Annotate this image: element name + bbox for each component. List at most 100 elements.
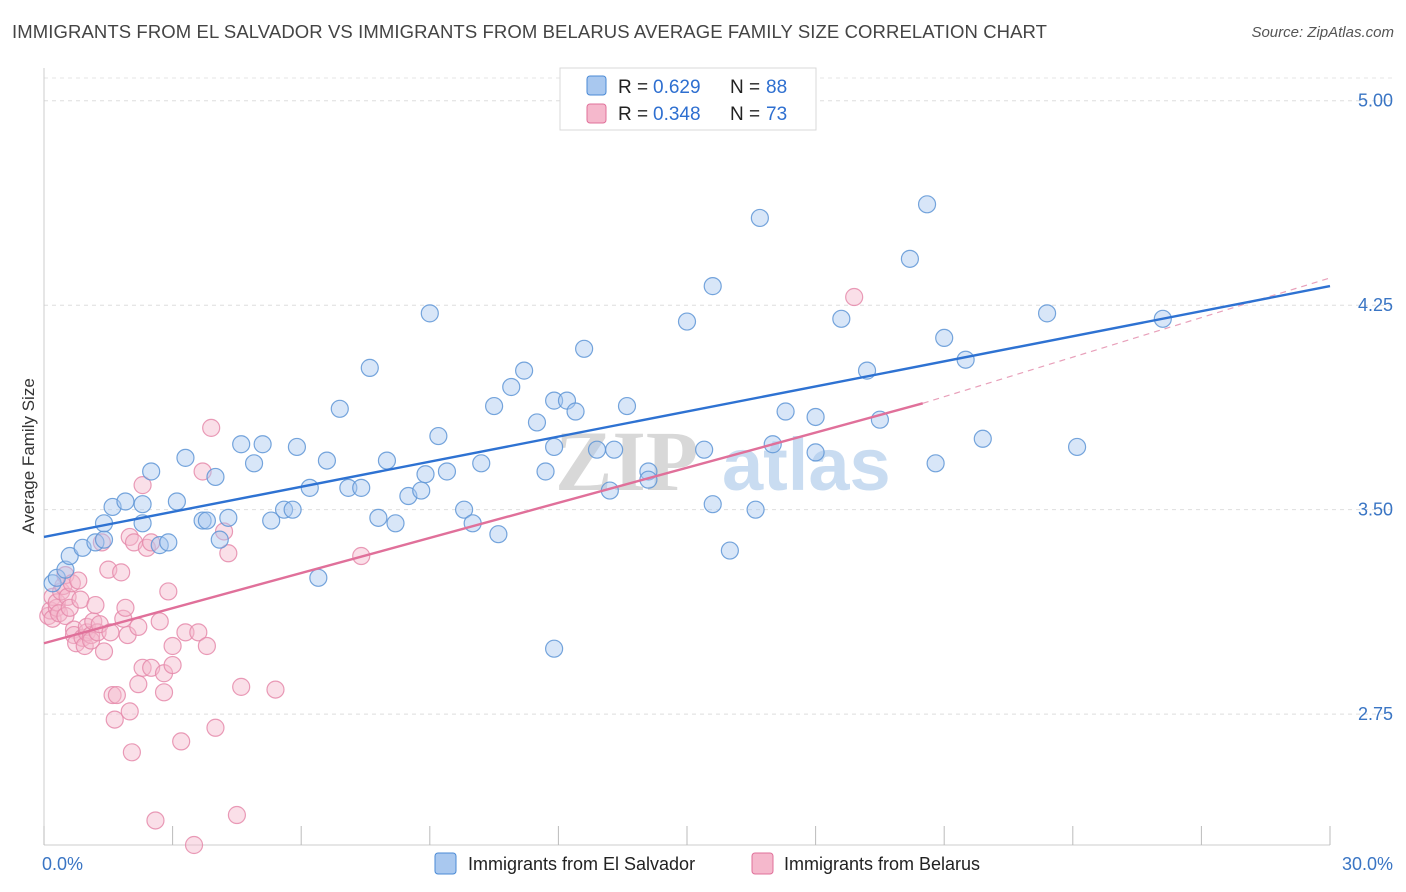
- belarus-point: [232, 677, 251, 696]
- belarus-point: [845, 287, 864, 307]
- belarus-point: [86, 595, 105, 615]
- el-salvador-point: [386, 514, 405, 533]
- y-tick-label: 3.50: [1358, 500, 1393, 520]
- el-salvador-point: [515, 361, 534, 380]
- belarus-point: [214, 522, 234, 541]
- el-salvador-point: [1067, 437, 1087, 457]
- bottom-legend-label-el-salvador: Immigrants from El Salvador: [468, 854, 695, 874]
- el-salvador-point: [219, 508, 238, 527]
- x-tick-label: 30.0%: [1342, 854, 1393, 874]
- y-tick-labels: 2.75 3.50 4.25 5.00: [1358, 91, 1393, 724]
- el-salvador-point: [197, 511, 216, 530]
- el-salvador-point: [956, 350, 975, 369]
- el-salvador-point: [695, 440, 714, 459]
- el-salvador-point: [416, 465, 435, 484]
- el-salvador-point: [605, 440, 624, 459]
- el-salvador-point: [454, 500, 474, 519]
- x-tick-labels: 0.0% 30.0%: [42, 854, 1393, 874]
- el-salvador-point: [703, 495, 722, 514]
- el-salvador-point: [167, 492, 186, 511]
- belarus-point: [219, 544, 238, 563]
- el-salvador-point: [244, 454, 264, 473]
- belarus-point: [129, 617, 148, 636]
- el-salvador-point: [429, 426, 448, 446]
- el-salvador-point: [60, 546, 79, 566]
- belarus-point: [94, 642, 114, 661]
- el-salvador-point: [536, 462, 555, 481]
- el-salvador-point: [720, 541, 739, 560]
- el-salvador-point: [545, 437, 564, 457]
- el-salvador-point: [56, 560, 75, 579]
- legend-n-value-1: 88: [766, 77, 787, 98]
- el-salvador-point: [703, 277, 722, 296]
- belarus-point: [206, 718, 225, 737]
- belarus-point: [202, 418, 221, 437]
- el-salvador-point: [116, 492, 135, 511]
- source-label: Source: ZipAtlas.com: [1251, 24, 1394, 41]
- bottom-legend-swatch-blue: [434, 852, 457, 875]
- legend-swatch-blue: [586, 75, 607, 96]
- el-salvador-point: [437, 462, 457, 481]
- el-salvador-trend-line: [43, 284, 1331, 539]
- el-salvador-point: [806, 407, 825, 427]
- belarus-point: [176, 623, 195, 642]
- el-salvador-point: [617, 396, 637, 416]
- el-salvador-point: [935, 328, 954, 348]
- belarus-point: [159, 582, 178, 601]
- axes: [43, 68, 1331, 846]
- el-salvador-point: [369, 508, 388, 527]
- belarus-point: [120, 702, 139, 721]
- y-axis-title: Average Family Size: [19, 378, 38, 534]
- el-salvador-point: [300, 478, 319, 497]
- el-salvador-point: [330, 399, 349, 418]
- watermark-atlas: atlas: [722, 423, 891, 506]
- el-salvador-point: [776, 402, 795, 421]
- el-salvador-point: [352, 478, 371, 497]
- bottom-legend-swatch-pink: [751, 852, 774, 875]
- el-salvador-point: [210, 530, 229, 549]
- legend-r-value-1: 0.629: [653, 77, 701, 98]
- belarus-point: [112, 563, 131, 582]
- belarus-point: [150, 612, 169, 631]
- el-salvador-point: [545, 391, 564, 410]
- belarus-point: [154, 683, 174, 702]
- el-salvador-point: [133, 495, 152, 514]
- el-salvador-point: [527, 413, 547, 432]
- watermark: ZIP atlas: [555, 413, 891, 509]
- belarus-point: [122, 743, 141, 762]
- legend-r-label-1: R =: [618, 77, 648, 98]
- el-salvador-point: [502, 377, 521, 397]
- el-salvador-point: [253, 435, 272, 454]
- x-tick-label: 0.0%: [42, 854, 83, 874]
- legend-n-value-2: 73: [766, 104, 787, 125]
- el-salvador-point: [677, 312, 697, 331]
- el-salvador-point: [587, 440, 607, 459]
- el-salvador-point: [750, 208, 769, 228]
- el-salvador-point: [193, 511, 212, 530]
- el-salvador-point: [746, 500, 765, 519]
- el-salvador-point: [900, 249, 920, 268]
- belarus-point: [189, 623, 208, 642]
- belarus-point: [163, 636, 182, 656]
- el-salvador-point: [360, 358, 379, 377]
- trend-lines: [43, 277, 1331, 645]
- el-salvador-point: [142, 462, 161, 481]
- belarus-point: [129, 675, 148, 694]
- el-salvador-point: [176, 448, 195, 467]
- legend-r-label-2: R =: [618, 104, 648, 125]
- legend-r-value-2: 0.348: [653, 104, 701, 125]
- el-salvador-point: [917, 195, 937, 214]
- legend-n-label-1: N =: [730, 77, 760, 98]
- bottom-legend-label-belarus: Immigrants from Belarus: [784, 854, 980, 874]
- el-salvador-point: [1037, 304, 1057, 323]
- y-tick-label: 5.00: [1358, 91, 1393, 111]
- belarus-point: [105, 710, 124, 729]
- el-salvador-point: [309, 568, 328, 587]
- legend-swatch-pink: [586, 103, 607, 124]
- el-salvador-point: [206, 467, 225, 487]
- el-salvador-point: [806, 443, 825, 462]
- el-salvador-point: [489, 525, 508, 544]
- y-tick-label: 2.75: [1358, 704, 1393, 724]
- el-salvador-point: [545, 639, 564, 658]
